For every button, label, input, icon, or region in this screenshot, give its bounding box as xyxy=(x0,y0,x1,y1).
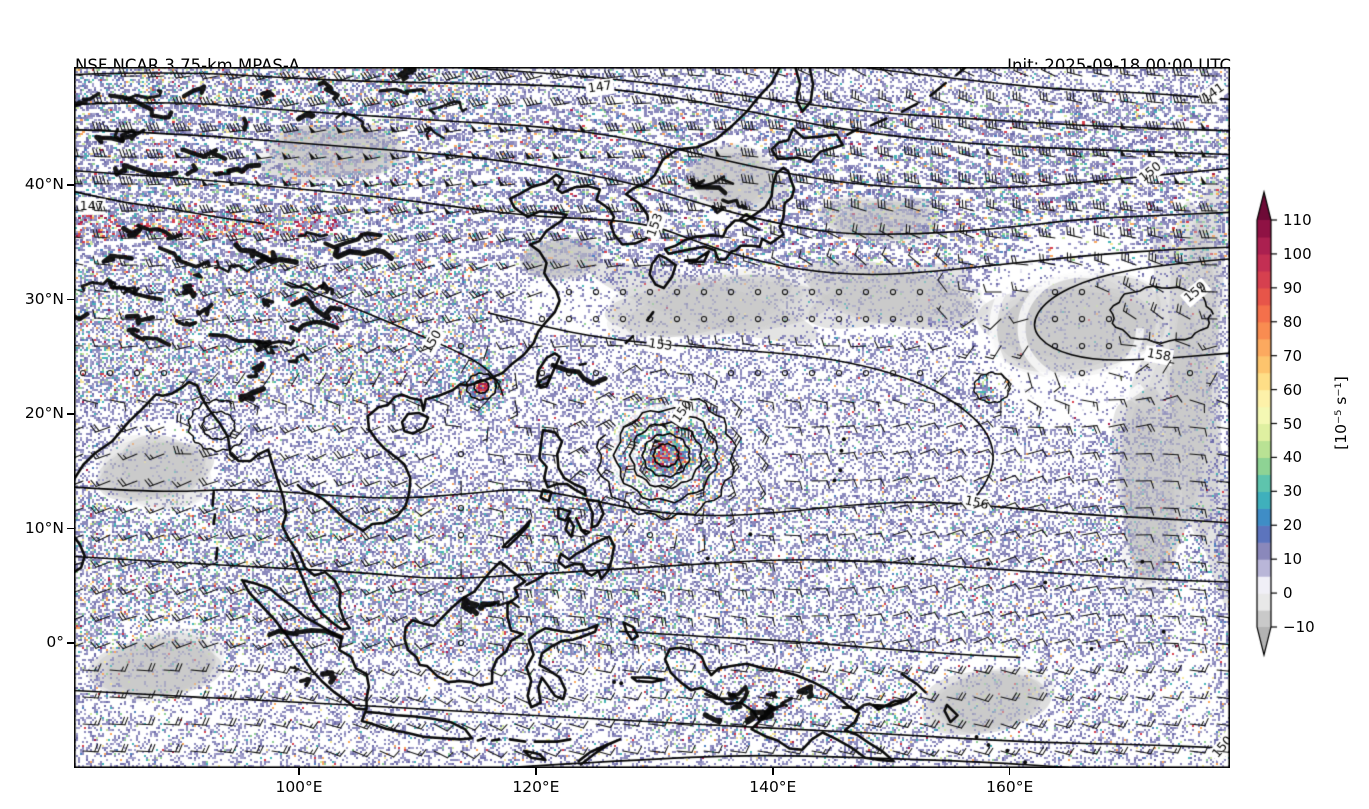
y-tick-mark xyxy=(67,298,74,301)
colorbar-tick-label: 20 xyxy=(1283,516,1303,535)
colorbar-canvas xyxy=(1236,180,1369,680)
colorbar-tick-label: 10 xyxy=(1283,550,1303,569)
colorbar-tick-label: 40 xyxy=(1283,448,1303,467)
x-tick-mark xyxy=(772,768,774,775)
colorbar-tick-label: 100 xyxy=(1283,244,1312,263)
colorbar-tick-label: 80 xyxy=(1283,312,1303,331)
y-tick-mark xyxy=(67,184,74,186)
y-tick-label: 10°N xyxy=(24,518,64,537)
colorbar-tick-label: 90 xyxy=(1283,278,1303,297)
colorbar-tick-label: −10 xyxy=(1283,618,1315,636)
x-tick-label: 160°E xyxy=(986,778,1034,796)
y-tick-label: 40°N xyxy=(24,174,64,193)
colorbar-tick-label: 50 xyxy=(1283,414,1303,433)
y-tick-mark xyxy=(67,527,74,530)
y-tick-mark xyxy=(67,642,74,644)
colorbar-tick-label: 70 xyxy=(1283,346,1303,365)
colorbar-tick-label: 60 xyxy=(1283,380,1303,399)
y-tick-label: 0° xyxy=(46,633,64,652)
x-tick-mark xyxy=(535,768,537,775)
colorbar-tick-label: 110 xyxy=(1283,211,1312,229)
x-tick-label: 100°E xyxy=(275,778,323,796)
x-tick-mark xyxy=(1008,768,1011,775)
map-canvas xyxy=(74,67,1230,768)
x-tick-label: 120°E xyxy=(512,778,560,796)
colorbar-tick-label: 0 xyxy=(1283,584,1293,603)
colorbar-unit-label: [10⁻⁵ s⁻¹] xyxy=(1332,376,1350,450)
x-tick-label: 140°E xyxy=(749,778,797,796)
map-panel xyxy=(74,67,1230,768)
y-tick-label: 20°N xyxy=(24,404,64,423)
x-tick-mark xyxy=(298,768,300,775)
colorbar-tick-label: 30 xyxy=(1283,482,1303,501)
y-tick-label: 30°N xyxy=(24,289,64,308)
y-tick-mark xyxy=(67,413,74,415)
colorbar-panel xyxy=(1236,180,1369,680)
